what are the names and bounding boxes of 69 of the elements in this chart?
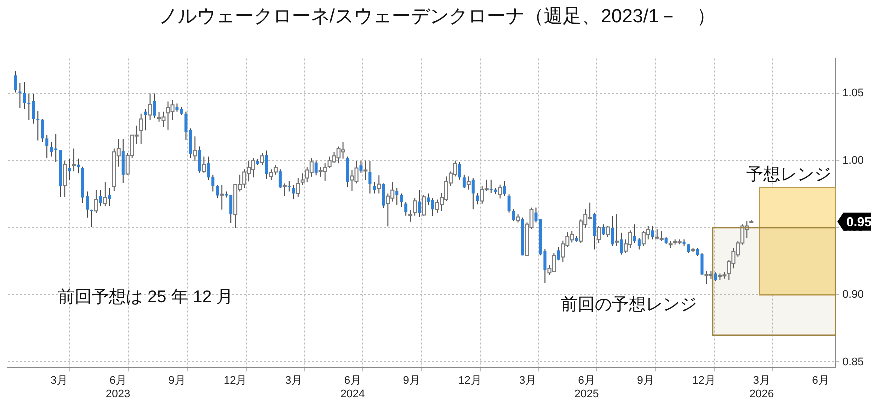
candlestick bbox=[314, 160, 318, 176]
candlestick bbox=[700, 252, 704, 276]
candlestick bbox=[292, 184, 296, 200]
candlestick bbox=[50, 142, 54, 158]
band-label: 予想レンジ bbox=[746, 164, 832, 184]
candlestick bbox=[360, 161, 363, 174]
candlestick bbox=[396, 188, 399, 206]
candlestick bbox=[490, 179, 493, 194]
y-tick-label: 1.05 bbox=[842, 88, 864, 100]
candlestick bbox=[77, 158, 80, 174]
candlestick bbox=[90, 209, 94, 228]
candlestick bbox=[418, 190, 422, 218]
x-tick-label: 9月 bbox=[637, 375, 654, 388]
y-tick-label: 0.85 bbox=[842, 356, 864, 368]
candlestick bbox=[508, 194, 511, 214]
candlestick bbox=[122, 138, 125, 184]
candlestick bbox=[153, 93, 156, 120]
x-tick-label: 12月 bbox=[458, 375, 482, 388]
candlestick bbox=[602, 224, 606, 236]
candlestick bbox=[28, 94, 31, 122]
candlestick bbox=[593, 212, 596, 250]
candlestick bbox=[288, 180, 291, 192]
candlestick bbox=[46, 134, 49, 159]
candlestick bbox=[611, 216, 614, 247]
candlestick bbox=[14, 70, 18, 94]
candlestick bbox=[404, 202, 408, 216]
candlestick bbox=[108, 188, 112, 207]
candlestick bbox=[373, 182, 376, 194]
x-tick-label: 9月 bbox=[168, 375, 186, 388]
candlestick bbox=[18, 82, 22, 109]
x-tick-label: 6月 bbox=[812, 375, 830, 388]
candlestick bbox=[638, 238, 641, 250]
x-tick-label: 6月 2024 bbox=[340, 375, 366, 400]
x-tick-label: 9月 bbox=[403, 375, 420, 388]
candlestick bbox=[557, 246, 560, 262]
x-tick-label: 3月 bbox=[285, 375, 302, 388]
candlestick bbox=[620, 232, 623, 256]
x-tick-label: 6月 2025 bbox=[574, 375, 600, 400]
candlestick bbox=[216, 184, 220, 199]
candlestick bbox=[458, 162, 462, 180]
x-tick-label: 12月 bbox=[692, 375, 716, 388]
candlestick bbox=[23, 82, 26, 110]
candlestick bbox=[503, 181, 506, 197]
candlestick bbox=[144, 108, 148, 132]
candlestick bbox=[278, 169, 282, 189]
candlestick bbox=[472, 178, 475, 210]
x-tick-label: 3月 bbox=[50, 375, 68, 388]
y-tick-label: 1.00 bbox=[842, 154, 864, 167]
candlestick bbox=[382, 183, 386, 209]
candlestick bbox=[99, 190, 102, 207]
candlestick bbox=[198, 146, 202, 174]
x-tick-label: 12月 bbox=[224, 375, 248, 388]
candlestick bbox=[400, 193, 404, 208]
x-tick-label: 6月 2023 bbox=[106, 375, 130, 400]
candlestick bbox=[68, 158, 72, 181]
candlestick bbox=[265, 150, 268, 180]
band-label: 前回の予想レンジ bbox=[561, 295, 698, 314]
x-tick-label: 3月 bbox=[519, 375, 536, 388]
candlestick bbox=[651, 226, 654, 240]
candlestick bbox=[462, 174, 466, 189]
chart-title: ノルウェークローネ/スウェーデンクローナ（週足、2023/1－ ） bbox=[158, 6, 716, 28]
candlestick bbox=[476, 192, 480, 206]
candlestick bbox=[427, 193, 430, 206]
y-tick-label: 0.90 bbox=[842, 289, 864, 302]
x-tick-label: 3月 2026 bbox=[750, 375, 774, 400]
candlestick bbox=[512, 209, 516, 222]
annotation: 前回予想は 25 年 12 月 bbox=[58, 287, 234, 306]
candlestick bbox=[36, 110, 40, 142]
candlestick bbox=[368, 161, 372, 194]
